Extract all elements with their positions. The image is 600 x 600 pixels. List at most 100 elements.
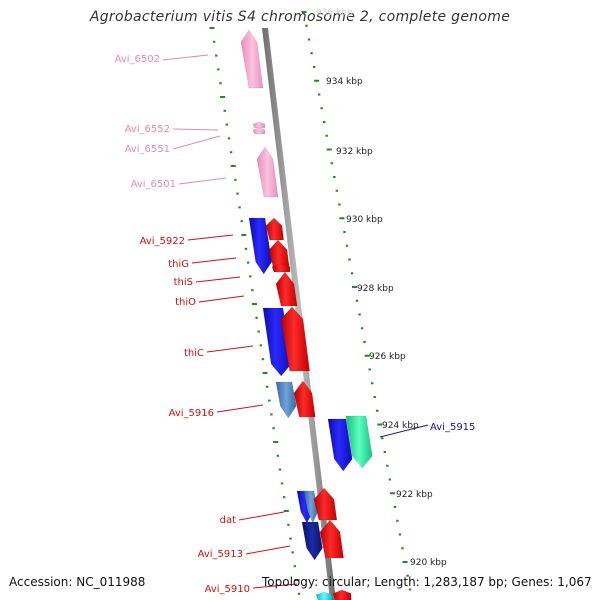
tick-mark [352,286,358,288]
gene-label-thig[interactable]: thiG [168,259,189,270]
gene-label-avi-5910[interactable]: Avi_5910 [205,584,250,595]
tick-mark [212,40,216,43]
label-leader-line [195,276,241,283]
gene-label-this[interactable]: thiS [174,277,193,288]
tick-mark [282,496,286,499]
tick-mark [355,299,359,302]
length-value: 1,283,187 bp [423,575,504,589]
tick-mark [297,592,301,595]
tick-mark [273,441,279,443]
gene-arrow-avi-5922-red[interactable] [265,217,284,241]
gene-arrow-avi-5916[interactable] [293,380,316,418]
tick-mark [289,537,292,540]
gene-label-avi-6502[interactable]: Avi_6502 [115,54,160,65]
tick-mark [217,68,220,71]
label-leader-line [191,257,237,264]
coord-label: 922 kbp [396,490,433,500]
tick-mark [406,574,409,577]
tick-mark [314,79,320,82]
tick-mark [333,176,336,178]
tick-mark [376,409,379,412]
gene-label-avi-6552[interactable]: Avi_6552 [125,124,170,135]
gene-arrow-avi-5913-navy[interactable] [301,521,323,561]
tick-mark [335,189,339,192]
tick-mark [294,579,300,581]
gene-arrow-avi-5913[interactable] [319,519,344,559]
tick-mark [268,399,271,402]
gene-label-thio[interactable]: thiO [175,297,196,308]
gene-arrow-thio[interactable] [275,271,298,307]
tick-mark [225,123,229,126]
tick-mark [360,327,364,330]
gene-label-avi-5922[interactable]: Avi_5922 [140,236,185,247]
tick-mark [381,437,384,440]
tick-mark [251,303,257,305]
gene-label-dat[interactable]: dat [220,515,236,526]
tick-mark [287,523,290,526]
gene-arrow-avi-6501[interactable] [256,146,279,198]
tick-mark [338,203,341,206]
gene-arrow-thic[interactable] [280,306,310,372]
tick-mark [236,192,239,195]
length-label: ; Length: [366,575,424,589]
tick-mark [266,385,269,388]
accession-value: NC_011988 [76,575,146,589]
gene-labels: Avi_6502 Avi_6552 Avi_6551 Avi_6501 Avi_… [115,54,476,595]
gene-features [240,29,373,600]
tick-mark [259,344,263,347]
tick-mark [291,551,294,554]
gene-arrow-avi-6502[interactable] [240,29,264,89]
gene-arrow-avi-5915-blue[interactable] [327,418,353,472]
gene-arrow-avi-5910-cyan[interactable] [315,591,333,600]
tick-mark [215,54,218,57]
gene-arrow-avi-5922[interactable] [248,217,272,275]
tick-mark [368,368,371,371]
label-leader-lines [162,54,429,589]
tick-mark [383,451,387,453]
coord-label: 934 kbp [326,77,363,87]
tick-mark [227,137,231,140]
gene-arrow-avi-6551[interactable] [252,127,266,135]
gene-label-avi-6501[interactable]: Avi_6501 [131,179,176,190]
tick-mark [280,482,284,485]
gene-label-avi-5916[interactable]: Avi_5916 [169,408,214,419]
tick-mark [373,396,376,398]
tick-mark [261,358,265,361]
tick-mark [330,162,333,165]
genome-backbone [262,28,336,600]
genes-value: 1,067 [557,575,592,589]
accession-footer: Accession: NC_011988 [9,575,145,589]
gene-arrow-avi-5915[interactable] [345,415,373,469]
gene-label-avi-5913[interactable]: Avi_5913 [198,549,243,560]
gene-label-thic[interactable]: thiC [184,348,204,359]
tick-mark [310,52,313,55]
tick-mark [238,206,241,209]
gene-label-avi-5915[interactable]: Avi_5915 [430,422,475,433]
tick-mark [219,82,222,85]
tick-mark [276,454,280,457]
gene-arrow-this[interactable] [271,263,291,273]
gene-arrow-dat[interactable] [313,487,338,521]
gene-arrow-avi-5910[interactable] [332,589,352,600]
tick-mark [370,382,374,385]
map-title: Agrobacterium vitis S4 chromosome 2, com… [89,9,511,25]
tick-mark [241,234,247,236]
tick-marks [209,11,412,595]
gene-arrow-avi-6552[interactable] [252,121,266,129]
topology-label: Topology: [262,575,322,589]
tick-mark [220,96,226,98]
tick-mark [244,247,248,250]
tick-mark [230,165,236,167]
tick-mark [283,510,289,512]
gene-arrow-avi-5916-steel[interactable] [275,381,297,419]
tick-mark [270,413,273,416]
tick-mark [388,478,392,481]
genes-label: ; Genes: [503,575,558,589]
gene-label-avi-6551[interactable]: Avi_6551 [125,144,170,155]
tick-mark [249,275,252,278]
tick-mark [398,533,402,536]
tick-mark [320,107,323,110]
gene-arrow-thig[interactable] [268,239,290,269]
